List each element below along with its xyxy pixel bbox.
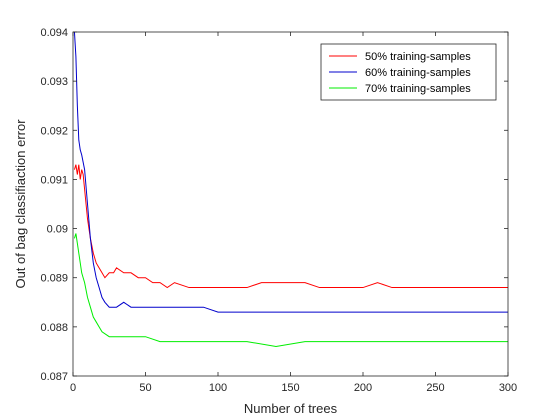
y-axis-label: Out of bag classifiaction error [13,119,28,289]
x-axis-label: Number of trees [244,401,338,416]
legend-label-1: 50% training-samples [365,51,471,63]
series-line-1 [73,164,508,289]
legend-label-2: 60% training-samples [365,67,471,79]
series-line-2 [73,32,508,313]
x-tick-label: 0 [70,382,76,394]
y-tick-label: 0.092 [40,125,68,137]
y-tick-label: 0.089 [40,273,68,285]
x-tick-label: 300 [499,382,517,394]
y-tick-label: 0.09 [47,224,68,236]
legend: 50% training-samples 60% training-samples… [320,43,497,101]
y-tick-label: 0.093 [40,76,68,88]
x-tick-label: 100 [209,382,227,394]
y-tick-label: 0.088 [40,322,68,334]
axes-layer: 0 50 100 150 200 250 300 0.087 0.088 0.089 0.09 0.0… [13,27,517,416]
series-line-3 [73,233,508,348]
x-tick-label: 200 [354,382,372,394]
y-tick-label: 0.087 [40,371,68,383]
y-tick-label: 0.091 [40,174,68,186]
x-tick-label: 250 [426,382,444,394]
x-tick-label: 150 [281,382,299,394]
y-tick-label: 0.094 [40,27,68,39]
legend-label-3: 70% training-samples [365,83,471,95]
series-layer [73,32,508,348]
x-tick-label: 50 [139,382,151,394]
